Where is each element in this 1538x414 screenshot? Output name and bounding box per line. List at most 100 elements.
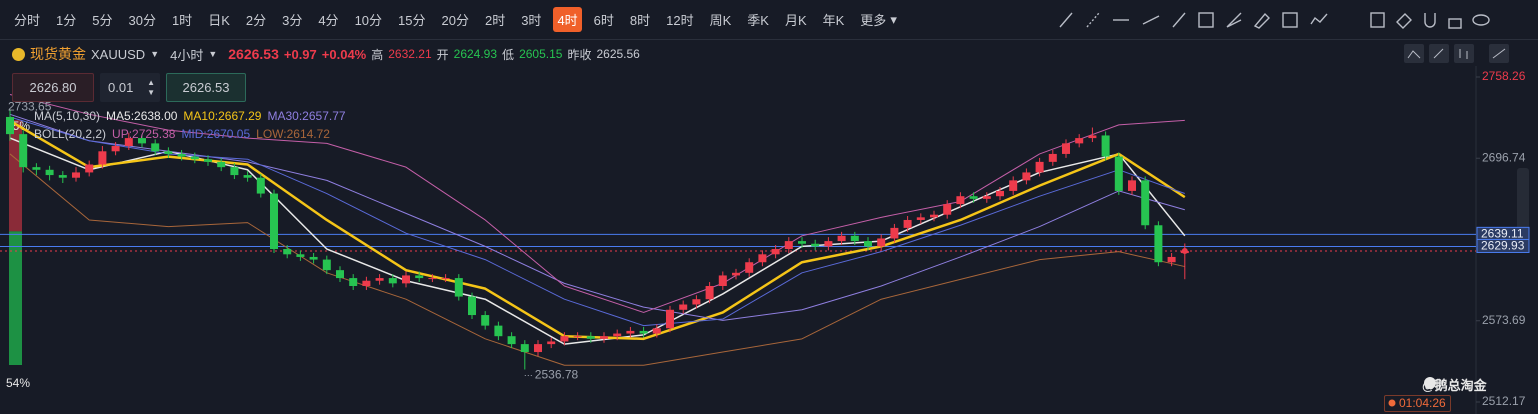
tool-fan[interactable] <box>1226 12 1242 28</box>
candle-body <box>124 138 133 147</box>
timeframe[interactable]: 15分 <box>398 13 426 28</box>
timeframe[interactable]: 分时 <box>14 13 41 28</box>
tool-line[interactable] <box>1059 12 1073 28</box>
sell-box[interactable]: 2626.80 <box>12 73 94 102</box>
tool-eye[interactable] <box>1472 14 1490 26</box>
candle-body <box>692 299 701 305</box>
dropdown-arrow[interactable]: ▼ <box>150 49 160 59</box>
timeframe[interactable]: 6时 <box>593 13 614 28</box>
tool-eraser[interactable] <box>1396 13 1412 29</box>
sell-price: 2626.80 <box>29 80 77 95</box>
tool-trend[interactable] <box>1172 12 1186 28</box>
candle-body <box>560 336 569 342</box>
candle-body <box>705 286 714 300</box>
dropdown-arrow[interactable]: ▼ <box>208 49 218 59</box>
tool-fib[interactable] <box>1198 12 1214 28</box>
symbol-name[interactable]: 现货黄金 <box>30 46 86 62</box>
candle-body <box>494 325 503 337</box>
candle-body <box>111 146 120 152</box>
candle-body <box>217 161 226 168</box>
candle-body <box>1075 138 1084 144</box>
timeframe[interactable]: 4时 <box>553 7 582 32</box>
change-pct: +0.04% <box>321 46 367 62</box>
buy-box[interactable]: 2626.53 <box>166 73 246 102</box>
candle-body <box>916 217 925 220</box>
candle-body <box>930 214 938 218</box>
tool-channel[interactable] <box>1142 15 1160 25</box>
candle-body <box>652 328 661 334</box>
timeframe[interactable]: 20分 <box>441 13 469 28</box>
tool-ray[interactable] <box>1086 12 1100 28</box>
timeframe[interactable]: 3时 <box>521 13 542 28</box>
tool-lock[interactable] <box>1448 18 1462 29</box>
period[interactable]: 4小时 <box>170 47 204 63</box>
candle-body <box>45 169 54 176</box>
timeframe[interactable]: 3分 <box>282 13 303 28</box>
high: 2632.21 <box>388 47 432 61</box>
timeframe[interactable]: 1时 <box>171 13 193 28</box>
price-tag <box>1476 238 1530 253</box>
candle-body <box>850 235 859 242</box>
btn-draw[interactable] <box>1433 48 1444 59</box>
timeframe[interactable]: 2时 <box>484 13 506 28</box>
timeframe[interactable]: 4分 <box>318 13 339 28</box>
candle-body <box>309 256 318 260</box>
timeframe[interactable]: 周K <box>709 13 732 28</box>
drawing-tools <box>1059 12 1328 29</box>
timeframe[interactable]: 8时 <box>629 13 651 28</box>
timeframe[interactable]: 月K <box>784 13 807 28</box>
low: 2605.15 <box>519 47 563 61</box>
candle-body <box>718 275 727 287</box>
candle-body <box>626 330 635 334</box>
candle-body <box>956 196 965 205</box>
ratio-bar <box>9 231 22 365</box>
tool-magnet[interactable] <box>1424 13 1436 28</box>
candle-body <box>362 280 371 287</box>
timeframe[interactable]: 日K <box>208 13 230 28</box>
btn-candle[interactable] <box>1459 49 1468 59</box>
tool-pen[interactable] <box>1253 12 1270 29</box>
more[interactable]: 更多 <box>860 13 887 28</box>
timeframe[interactable]: 2分 <box>245 13 267 28</box>
timeframe[interactable]: 1分 <box>56 13 77 28</box>
panel-buttons <box>1404 44 1509 63</box>
timeframe[interactable]: 年K <box>822 13 845 28</box>
timeframe[interactable]: 30分 <box>128 13 156 28</box>
candle-body <box>1114 156 1123 191</box>
dropdown-arrow[interactable]: ▾ <box>890 11 897 27</box>
candle-body <box>547 341 556 345</box>
prev-close: 2625.56 <box>596 47 640 61</box>
timeframe[interactable]: 季K <box>747 13 769 28</box>
tool-note[interactable] <box>1370 12 1385 28</box>
tool-wave[interactable] <box>1310 13 1328 25</box>
boll-params[interactable]: BOLL(20,2,2) <box>34 127 107 141</box>
candle-body <box>428 278 437 280</box>
lot: 0.01 <box>108 80 134 95</box>
timeframe[interactable]: 5分 <box>92 13 113 28</box>
candle-body <box>1128 180 1136 191</box>
timeframe[interactable]: 10分 <box>354 13 383 28</box>
candle-body <box>6 116 14 135</box>
candle-body <box>943 204 952 215</box>
tool-image[interactable] <box>1282 12 1298 28</box>
candle-body <box>639 330 648 334</box>
btn-indicator[interactable] <box>1407 50 1421 59</box>
symbol-icon <box>12 47 25 61</box>
candle-body <box>19 134 28 168</box>
boll-up: UP:2725.38 <box>112 127 176 141</box>
candle-body <box>784 241 793 250</box>
boll-legend: BOLL(20,2,2) UP:2725.38 MID:2670.05 LOW:… <box>34 127 330 141</box>
ma-params[interactable]: MA(5,10,30) <box>34 109 101 123</box>
timeframe[interactable]: 12时 <box>666 13 694 28</box>
btn-fullscreen[interactable] <box>1492 48 1506 59</box>
symbol-header: 现货黄金 XAUUSD ▼ 4小时 ▼ 2626.53 +0.97 +0.04%… <box>12 42 640 66</box>
candle-body <box>32 167 41 170</box>
stepper[interactable]: ▲ ▼ <box>147 77 155 97</box>
candle-body <box>98 151 107 165</box>
side-tab[interactable] <box>1517 168 1529 230</box>
lot-box[interactable]: 0.01 ▲ ▼ <box>100 73 160 102</box>
open: 2624.93 <box>453 47 498 61</box>
ma5: MA5:2638.00 <box>106 109 178 123</box>
symbol-code[interactable]: XAUUSD <box>91 46 146 62</box>
